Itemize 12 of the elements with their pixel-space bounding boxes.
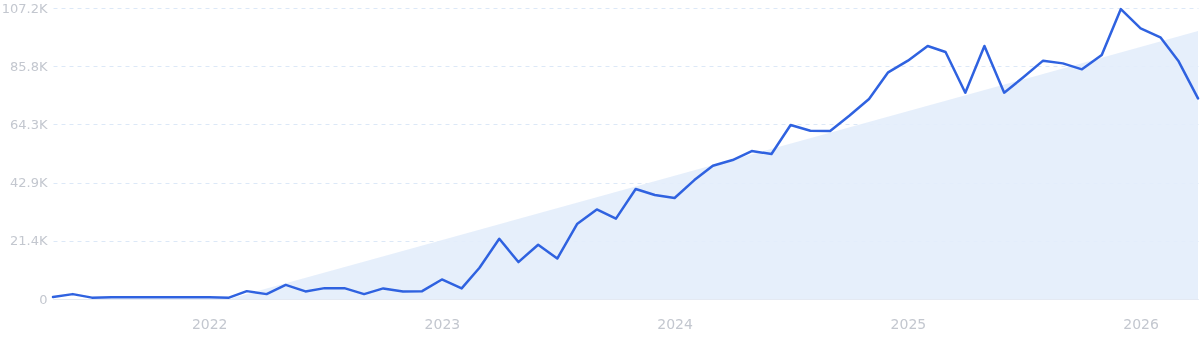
y-tick-label: 85.8K xyxy=(10,58,48,74)
x-tick-label: 2024 xyxy=(657,315,693,332)
x-tick-label: 2026 xyxy=(1123,315,1160,332)
line-series xyxy=(51,7,1200,299)
x-tick-label: 2022 xyxy=(191,315,228,332)
x-tick-label: 2023 xyxy=(424,315,461,332)
y-tick-label: 64.3K xyxy=(10,116,48,132)
y-tick-label: 42.9K xyxy=(10,175,48,191)
y-tick-label: 21.4K xyxy=(10,233,48,249)
y-tick-label: 0 xyxy=(39,291,48,307)
x-tick-label: 2025 xyxy=(890,315,927,332)
y-tick-label: 107.2K xyxy=(1,0,48,16)
